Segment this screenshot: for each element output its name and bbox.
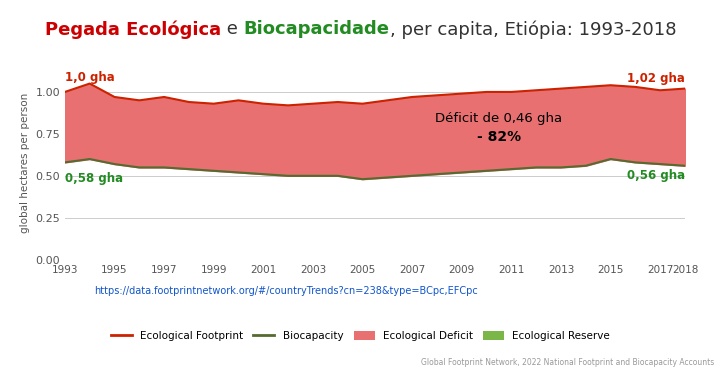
Text: 1,02 gha: 1,02 gha (627, 72, 685, 85)
Text: 0,56 gha: 0,56 gha (627, 169, 685, 182)
Text: https://data.footprintnetwork.org/#/countryTrends?cn=238&type=BCpc,EFCpc: https://data.footprintnetwork.org/#/coun… (94, 286, 477, 296)
Text: , per capita, Etiópia: 1993-2018: , per capita, Etiópia: 1993-2018 (389, 20, 676, 39)
Text: Pegada Ecológica: Pegada Ecológica (45, 20, 221, 39)
Y-axis label: global hectares per person: global hectares per person (19, 93, 30, 233)
Text: - 82%: - 82% (477, 130, 521, 144)
Text: 1,0 gha: 1,0 gha (65, 70, 115, 83)
Text: 0,58 gha: 0,58 gha (65, 173, 123, 186)
Legend: Ecological Footprint, Biocapacity, Ecological Deficit, Ecological Reserve: Ecological Footprint, Biocapacity, Ecolo… (107, 327, 614, 345)
Text: Biocapacidade: Biocapacidade (244, 20, 389, 39)
Text: Déficit de 0,46 gha: Déficit de 0,46 gha (435, 112, 562, 125)
Text: Global Footprint Network, 2022 National Footprint and Biocapacity Accounts: Global Footprint Network, 2022 National … (420, 358, 714, 367)
Text: e: e (221, 20, 244, 39)
